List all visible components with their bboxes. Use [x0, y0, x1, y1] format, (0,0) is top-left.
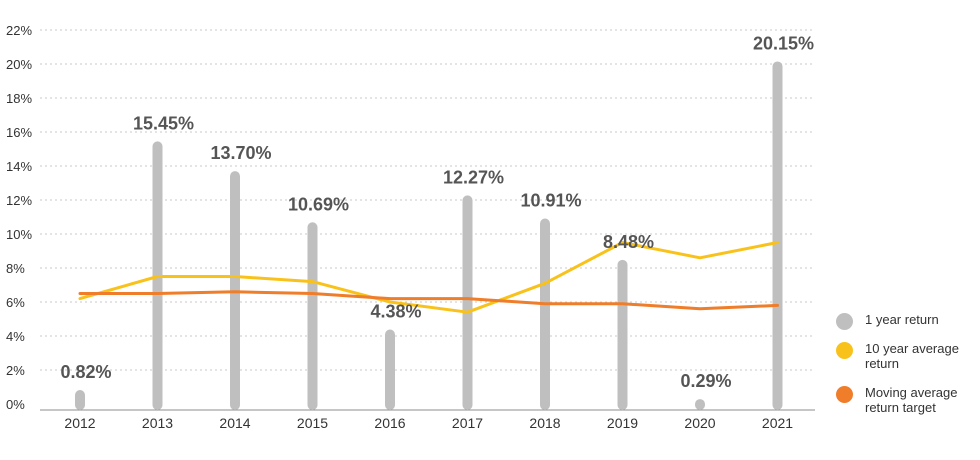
- data-label: 0.29%: [680, 371, 731, 391]
- data-label: 8.48%: [603, 232, 654, 252]
- y-tick-label: 2%: [6, 363, 25, 378]
- x-tick-label: 2016: [374, 415, 405, 431]
- legend-swatch: [836, 313, 853, 330]
- y-tick-label: 8%: [6, 261, 25, 276]
- data-label: 0.82%: [60, 362, 111, 382]
- y-tick-label: 14%: [6, 159, 32, 174]
- legend-label: 1 year return: [865, 312, 939, 327]
- data-label: 20.15%: [753, 33, 814, 53]
- line-series: [78, 241, 779, 314]
- legend-item-moving-average-target: Moving average return target: [836, 385, 980, 415]
- bar: [462, 195, 473, 410]
- x-tick-label: 2018: [529, 415, 560, 431]
- y-tick-label: 6%: [6, 295, 25, 310]
- x-tick-label: 2014: [219, 415, 250, 431]
- bar-series: [75, 61, 783, 410]
- data-label: 15.45%: [133, 113, 194, 133]
- x-tick-label: 2015: [297, 415, 328, 431]
- bar: [385, 329, 395, 410]
- x-tick-label: 2013: [142, 415, 173, 431]
- data-label: 10.91%: [520, 191, 581, 211]
- x-tick-label: 2012: [64, 415, 95, 431]
- y-tick-label: 20%: [6, 57, 32, 72]
- bar: [617, 259, 628, 410]
- y-axis-ticks: 0% 2% 4% 6% 8% 10% 12% 14% 16% 18% 20% 22%: [6, 23, 32, 412]
- legend-swatch: [836, 386, 853, 403]
- y-tick-label: 16%: [6, 125, 32, 140]
- legend: 1 year return 10 year average return Mov…: [836, 312, 980, 429]
- x-tick-label: 2017: [452, 415, 483, 431]
- y-tick-label: 0%: [6, 397, 25, 412]
- data-label: 10.69%: [288, 194, 349, 214]
- y-tick-label: 12%: [6, 193, 32, 208]
- legend-label: Moving average return target: [865, 385, 958, 415]
- x-tick-label: 2019: [607, 415, 638, 431]
- legend-item-10-year-average: 10 year average return: [836, 341, 980, 371]
- line-moving-average-return-target: [78, 290, 779, 311]
- data-labels: 0.82% 15.45% 13.70% 10.69% 4.38% 12.27% 10.91%…: [60, 33, 814, 391]
- data-label: 12.27%: [443, 167, 504, 187]
- bar: [695, 399, 705, 410]
- data-label: 13.70%: [210, 143, 271, 163]
- x-tick-label: 2021: [762, 415, 793, 431]
- bar: [307, 222, 318, 410]
- y-tick-label: 22%: [6, 23, 32, 38]
- bar: [772, 61, 783, 410]
- y-tick-label: 10%: [6, 227, 32, 242]
- grid-lines: [40, 29, 815, 411]
- bar: [540, 218, 550, 410]
- legend-label: 10 year average return: [865, 341, 959, 371]
- x-tick-label: 2020: [684, 415, 715, 431]
- x-axis-ticks: 2012 2013 2014 2015 2016 2017 2018 2019 2020 2021: [64, 415, 793, 431]
- line-10-year-average-return: [78, 241, 779, 314]
- legend-swatch: [836, 342, 853, 359]
- bar: [75, 390, 85, 410]
- y-tick-label: 4%: [6, 329, 25, 344]
- legend-item-1-year-return: 1 year return: [836, 312, 980, 330]
- data-label: 4.38%: [370, 302, 421, 322]
- y-tick-label: 18%: [6, 91, 32, 106]
